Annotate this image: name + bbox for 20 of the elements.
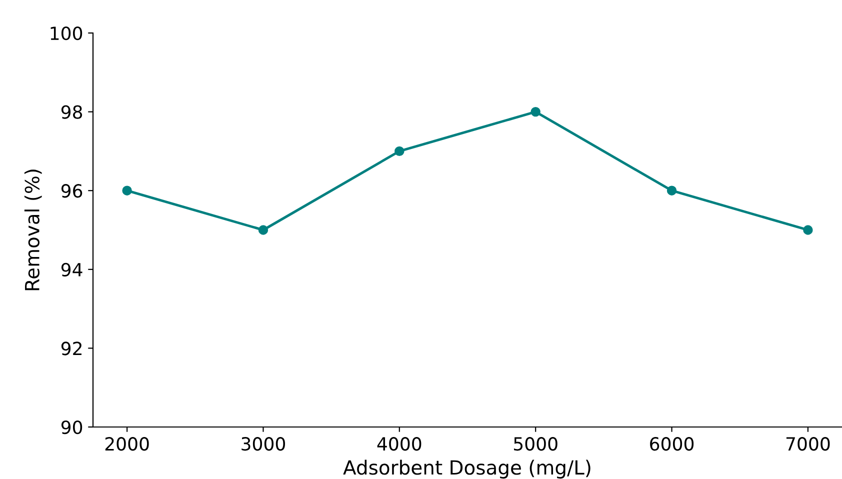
x-tick-label: 7000	[786, 437, 830, 451]
x-tick-label: 3000	[242, 437, 286, 451]
y-tick-label: 96	[61, 184, 82, 198]
x-tick-label: 5000	[514, 437, 558, 451]
x-tick-label: 6000	[650, 437, 694, 451]
x-tick-label: 2000	[105, 437, 149, 451]
y-tick-label: 94	[61, 262, 82, 277]
point	[666, 186, 677, 196]
y-axis-title: Removal (%)	[24, 170, 42, 290]
point	[122, 186, 132, 196]
x-tick-label: 4000	[377, 437, 422, 451]
point	[530, 106, 540, 117]
point	[803, 225, 813, 235]
x-axis-title: Adsorbent Dosage (mg/L)	[343, 460, 590, 479]
y-tick-label: 100	[50, 26, 82, 40]
point	[394, 146, 404, 156]
y-tick-label: 92	[61, 342, 82, 356]
point	[258, 225, 268, 235]
y-tick-label: 98	[61, 105, 82, 119]
y-tick-label: 90	[61, 420, 82, 434]
